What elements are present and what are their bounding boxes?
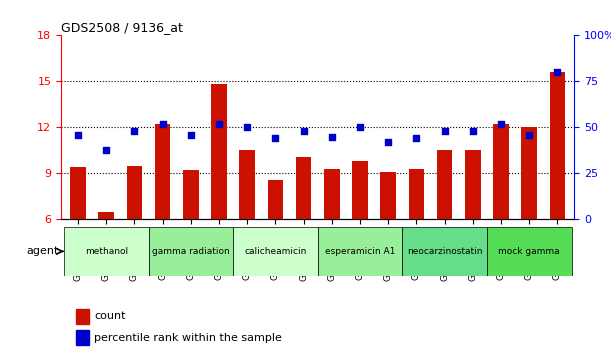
- Point: [412, 136, 422, 141]
- Bar: [409, 169, 424, 219]
- Point: [440, 128, 450, 134]
- FancyBboxPatch shape: [233, 227, 318, 276]
- Point: [355, 125, 365, 130]
- Bar: [76, 309, 89, 324]
- Text: count: count: [95, 311, 126, 321]
- Bar: [521, 127, 537, 219]
- FancyBboxPatch shape: [487, 227, 571, 276]
- FancyBboxPatch shape: [64, 227, 148, 276]
- Point: [327, 134, 337, 139]
- Point: [158, 121, 167, 127]
- Bar: [70, 167, 86, 219]
- Text: calicheamicin: calicheamicin: [244, 247, 307, 256]
- Bar: [324, 169, 340, 219]
- Bar: [98, 212, 114, 219]
- Bar: [126, 166, 142, 219]
- Point: [496, 121, 506, 127]
- Point: [243, 125, 252, 130]
- Point: [524, 132, 534, 138]
- Text: GDS2508 / 9136_at: GDS2508 / 9136_at: [61, 21, 183, 34]
- Point: [130, 128, 139, 134]
- Bar: [353, 161, 368, 219]
- Bar: [76, 330, 89, 345]
- FancyBboxPatch shape: [318, 227, 402, 276]
- Text: mock gamma: mock gamma: [499, 247, 560, 256]
- Bar: [268, 179, 283, 219]
- Text: neocarzinostatin: neocarzinostatin: [407, 247, 482, 256]
- Text: esperamicin A1: esperamicin A1: [325, 247, 395, 256]
- Point: [73, 132, 83, 138]
- Point: [186, 132, 196, 138]
- Text: agent: agent: [26, 246, 58, 256]
- Point: [299, 128, 309, 134]
- Point: [271, 136, 280, 141]
- Bar: [296, 156, 312, 219]
- Bar: [381, 172, 396, 219]
- Bar: [493, 124, 509, 219]
- Bar: [183, 170, 199, 219]
- Bar: [211, 84, 227, 219]
- Point: [383, 139, 393, 145]
- Text: methanol: methanol: [85, 247, 128, 256]
- Point: [552, 69, 562, 75]
- Bar: [550, 72, 565, 219]
- Text: gamma radiation: gamma radiation: [152, 247, 230, 256]
- Text: percentile rank within the sample: percentile rank within the sample: [95, 332, 282, 343]
- FancyBboxPatch shape: [148, 227, 233, 276]
- Bar: [465, 150, 481, 219]
- FancyBboxPatch shape: [402, 227, 487, 276]
- Point: [214, 121, 224, 127]
- Point: [101, 147, 111, 152]
- Bar: [155, 124, 170, 219]
- Bar: [437, 150, 452, 219]
- Bar: [240, 150, 255, 219]
- Point: [468, 128, 478, 134]
